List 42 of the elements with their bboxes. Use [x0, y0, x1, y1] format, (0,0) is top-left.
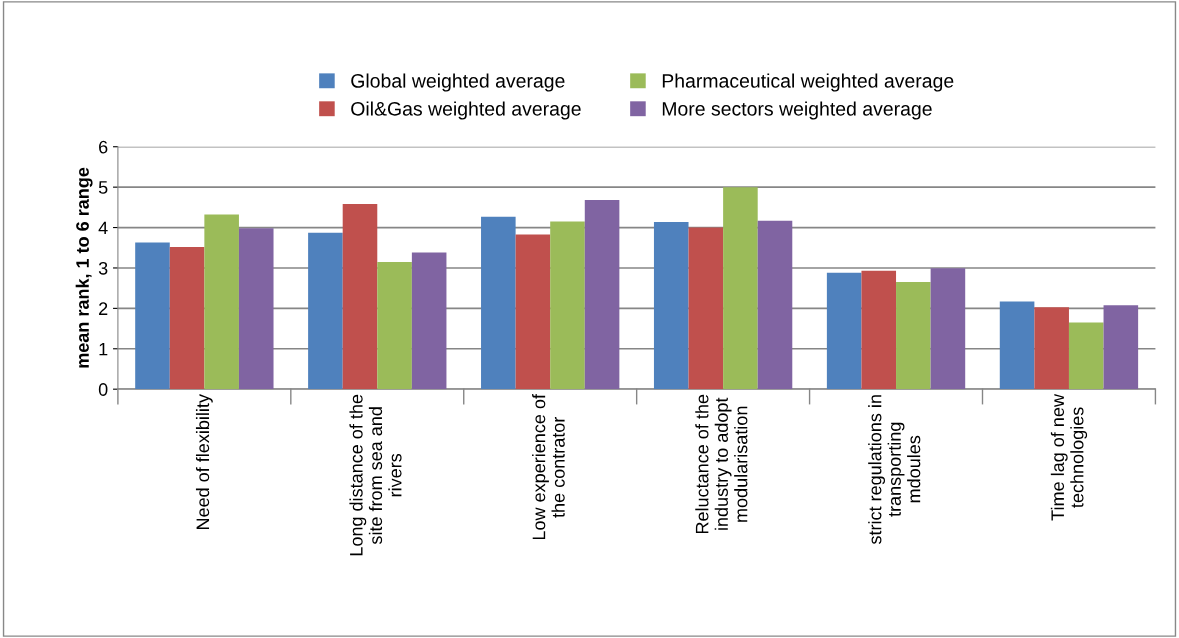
- y-tick-label: 2: [99, 302, 108, 315]
- bar: [584, 200, 620, 390]
- bar: [515, 234, 551, 390]
- legend-label: Pharmaceutical weighted average: [662, 73, 954, 92]
- x-tick-label: strict regulations in transporting mdoules: [868, 395, 921, 545]
- bar: [204, 214, 239, 390]
- bar: [653, 221, 689, 390]
- bar: [930, 268, 966, 390]
- x-tick-label: Long distance of the site from sea and rivers: [349, 394, 402, 556]
- bar: [757, 220, 793, 390]
- y-axis-title: mean rank, 1 to 6 range: [75, 167, 93, 368]
- bar: [169, 246, 205, 390]
- x-tick-label: Low experience of the contrator: [532, 394, 565, 540]
- bar: [342, 204, 378, 390]
- bar: [999, 301, 1035, 390]
- bar: [481, 216, 516, 390]
- x-tick-label: Reluctance of the industry to adopt modularisation: [695, 394, 748, 534]
- bar: [135, 242, 170, 390]
- x-tick-label: Need of flexibility: [195, 394, 213, 530]
- bar: [411, 252, 447, 390]
- bar: [238, 228, 274, 390]
- bar: [896, 282, 931, 390]
- bar: [308, 232, 343, 390]
- bar: [723, 187, 758, 390]
- y-tick-label: 1: [99, 342, 108, 356]
- y-tick-label: 4: [98, 221, 108, 235]
- bar: [1034, 307, 1069, 390]
- x-tick-label: Time lag of new technologies: [1050, 393, 1088, 521]
- bar: [1068, 322, 1104, 390]
- y-tick-label: 5: [98, 181, 108, 194]
- bar: [826, 272, 862, 390]
- bar: [861, 270, 897, 390]
- legend-label: Oil&Gas weighted average: [351, 101, 581, 120]
- bar: [377, 261, 412, 390]
- legend-label: More sectors weighted average: [662, 101, 932, 120]
- y-tick-label: 0: [98, 383, 108, 396]
- bar: [550, 221, 585, 390]
- legend-label: Global weighted average: [351, 73, 565, 92]
- bar: [688, 227, 724, 390]
- bar: [1103, 305, 1139, 390]
- y-tick-label: 3: [98, 261, 108, 275]
- y-tick-label: 6: [99, 140, 108, 154]
